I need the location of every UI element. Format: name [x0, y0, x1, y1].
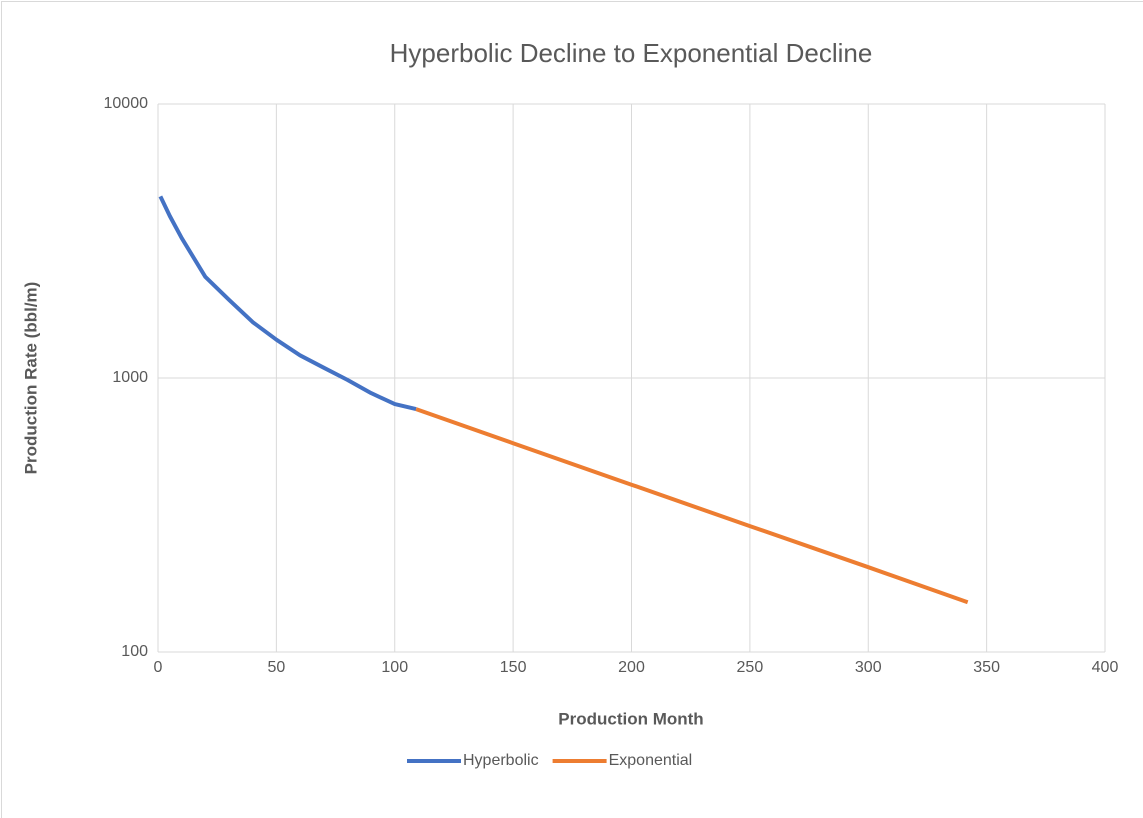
x-tick-label: 200 — [618, 659, 645, 676]
chart-title: Hyperbolic Decline to Exponential Declin… — [390, 38, 873, 68]
series-line — [158, 195, 417, 412]
legend-label: Exponential — [609, 752, 693, 769]
x-tick-label: 400 — [1092, 659, 1119, 676]
x-tick-label: 250 — [737, 659, 764, 676]
x-tick-label: 300 — [855, 659, 882, 676]
x-tick-label: 50 — [267, 659, 285, 676]
x-tick-label: 150 — [500, 659, 527, 676]
y-axis-label: Production Rate (bbl/m) — [21, 282, 40, 475]
x-axis-label: Production Month — [558, 709, 703, 728]
legend-label: Hyperbolic — [463, 752, 539, 769]
y-tick-label: 100 — [121, 643, 148, 660]
series-line — [415, 407, 969, 605]
x-tick-label: 350 — [973, 659, 1000, 676]
x-tick-label: 100 — [381, 659, 408, 676]
x-tick-label: 0 — [154, 659, 163, 676]
y-tick-label: 1000 — [112, 369, 148, 386]
y-tick-label: 10000 — [104, 95, 149, 112]
